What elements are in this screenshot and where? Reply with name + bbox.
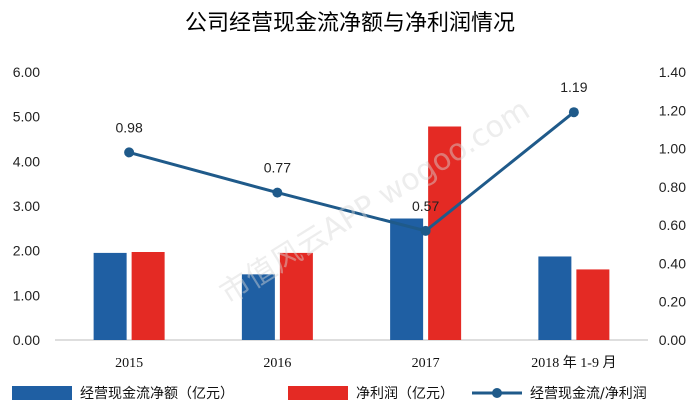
legend-swatch-cashflow [12,386,72,400]
y-right-tick-label: 1.00 [659,141,686,157]
bars [93,126,610,340]
y-left-tick-label: 5.00 [13,109,40,125]
ratio-data-label: 0.57 [412,198,439,214]
y-right-tick-label: 0.60 [659,217,686,233]
y-right-tick-label: 0.00 [659,332,686,348]
net-profit-bar [131,252,165,340]
x-tick-label: 2018 年 1-9 月 [531,355,616,371]
legend-swatch-ratio-point [492,388,502,398]
ratio-data-label: 0.98 [116,119,143,135]
x-tick-label: 2017 [412,356,440,371]
legend: 经营现金流净额（亿元） 净利润（亿元） 经营现金流/净利润 [12,386,647,402]
ratio-point [272,187,283,198]
net-profit-bar [279,252,313,340]
legend-swatch-net-profit [288,386,348,400]
legend-label-cashflow: 经营现金流净额（亿元） [80,386,234,402]
y-right-tick-label: 0.40 [659,255,686,271]
cashflow-bar [93,252,127,340]
y-right-tick-label: 1.40 [659,64,686,80]
y-right-tick-label: 1.20 [659,102,686,118]
legend-label-ratio: 经营现金流/净利润 [530,386,647,402]
axes: 0.00 1.00 2.00 3.00 4.00 5.00 6.00 0.00 0.20 0.40… [13,64,686,371]
x-tick-label: 2015 [115,356,143,371]
y-left-tick-label: 4.00 [13,153,40,169]
y-right-tick-label: 0.80 [659,179,686,195]
cashflow-bar [241,274,275,340]
y-left-tick-label: 3.00 [13,198,40,214]
y-left-tick-label: 0.00 [13,332,40,348]
ratio-point [124,147,135,158]
cashflow-bar [538,256,572,340]
ratio-data-label: 1.19 [560,79,587,95]
ratio-data-label: 0.77 [264,160,291,176]
net-profit-bar [428,126,462,340]
net-profit-bar [576,269,610,340]
ratio-point [568,107,579,118]
line-series: 0.98 0.77 0.57 1.19 [116,79,588,236]
ratio-point [420,225,431,236]
ratio-line [128,111,575,233]
legend-label-net-profit: 净利润（亿元） [356,386,454,402]
watermark: 市值风云APP wogoo.com [214,92,536,311]
y-left-tick-label: 2.00 [13,243,40,259]
y-left-tick-label: 1.00 [13,287,40,303]
y-left-tick-label: 6.00 [13,64,40,80]
cashflow-bar [390,218,424,340]
y-right-tick-label: 0.20 [659,294,686,310]
x-tick-label: 2016 [263,356,291,371]
chart-title: 公司经营现金流净额与净利润情况 [185,11,515,36]
